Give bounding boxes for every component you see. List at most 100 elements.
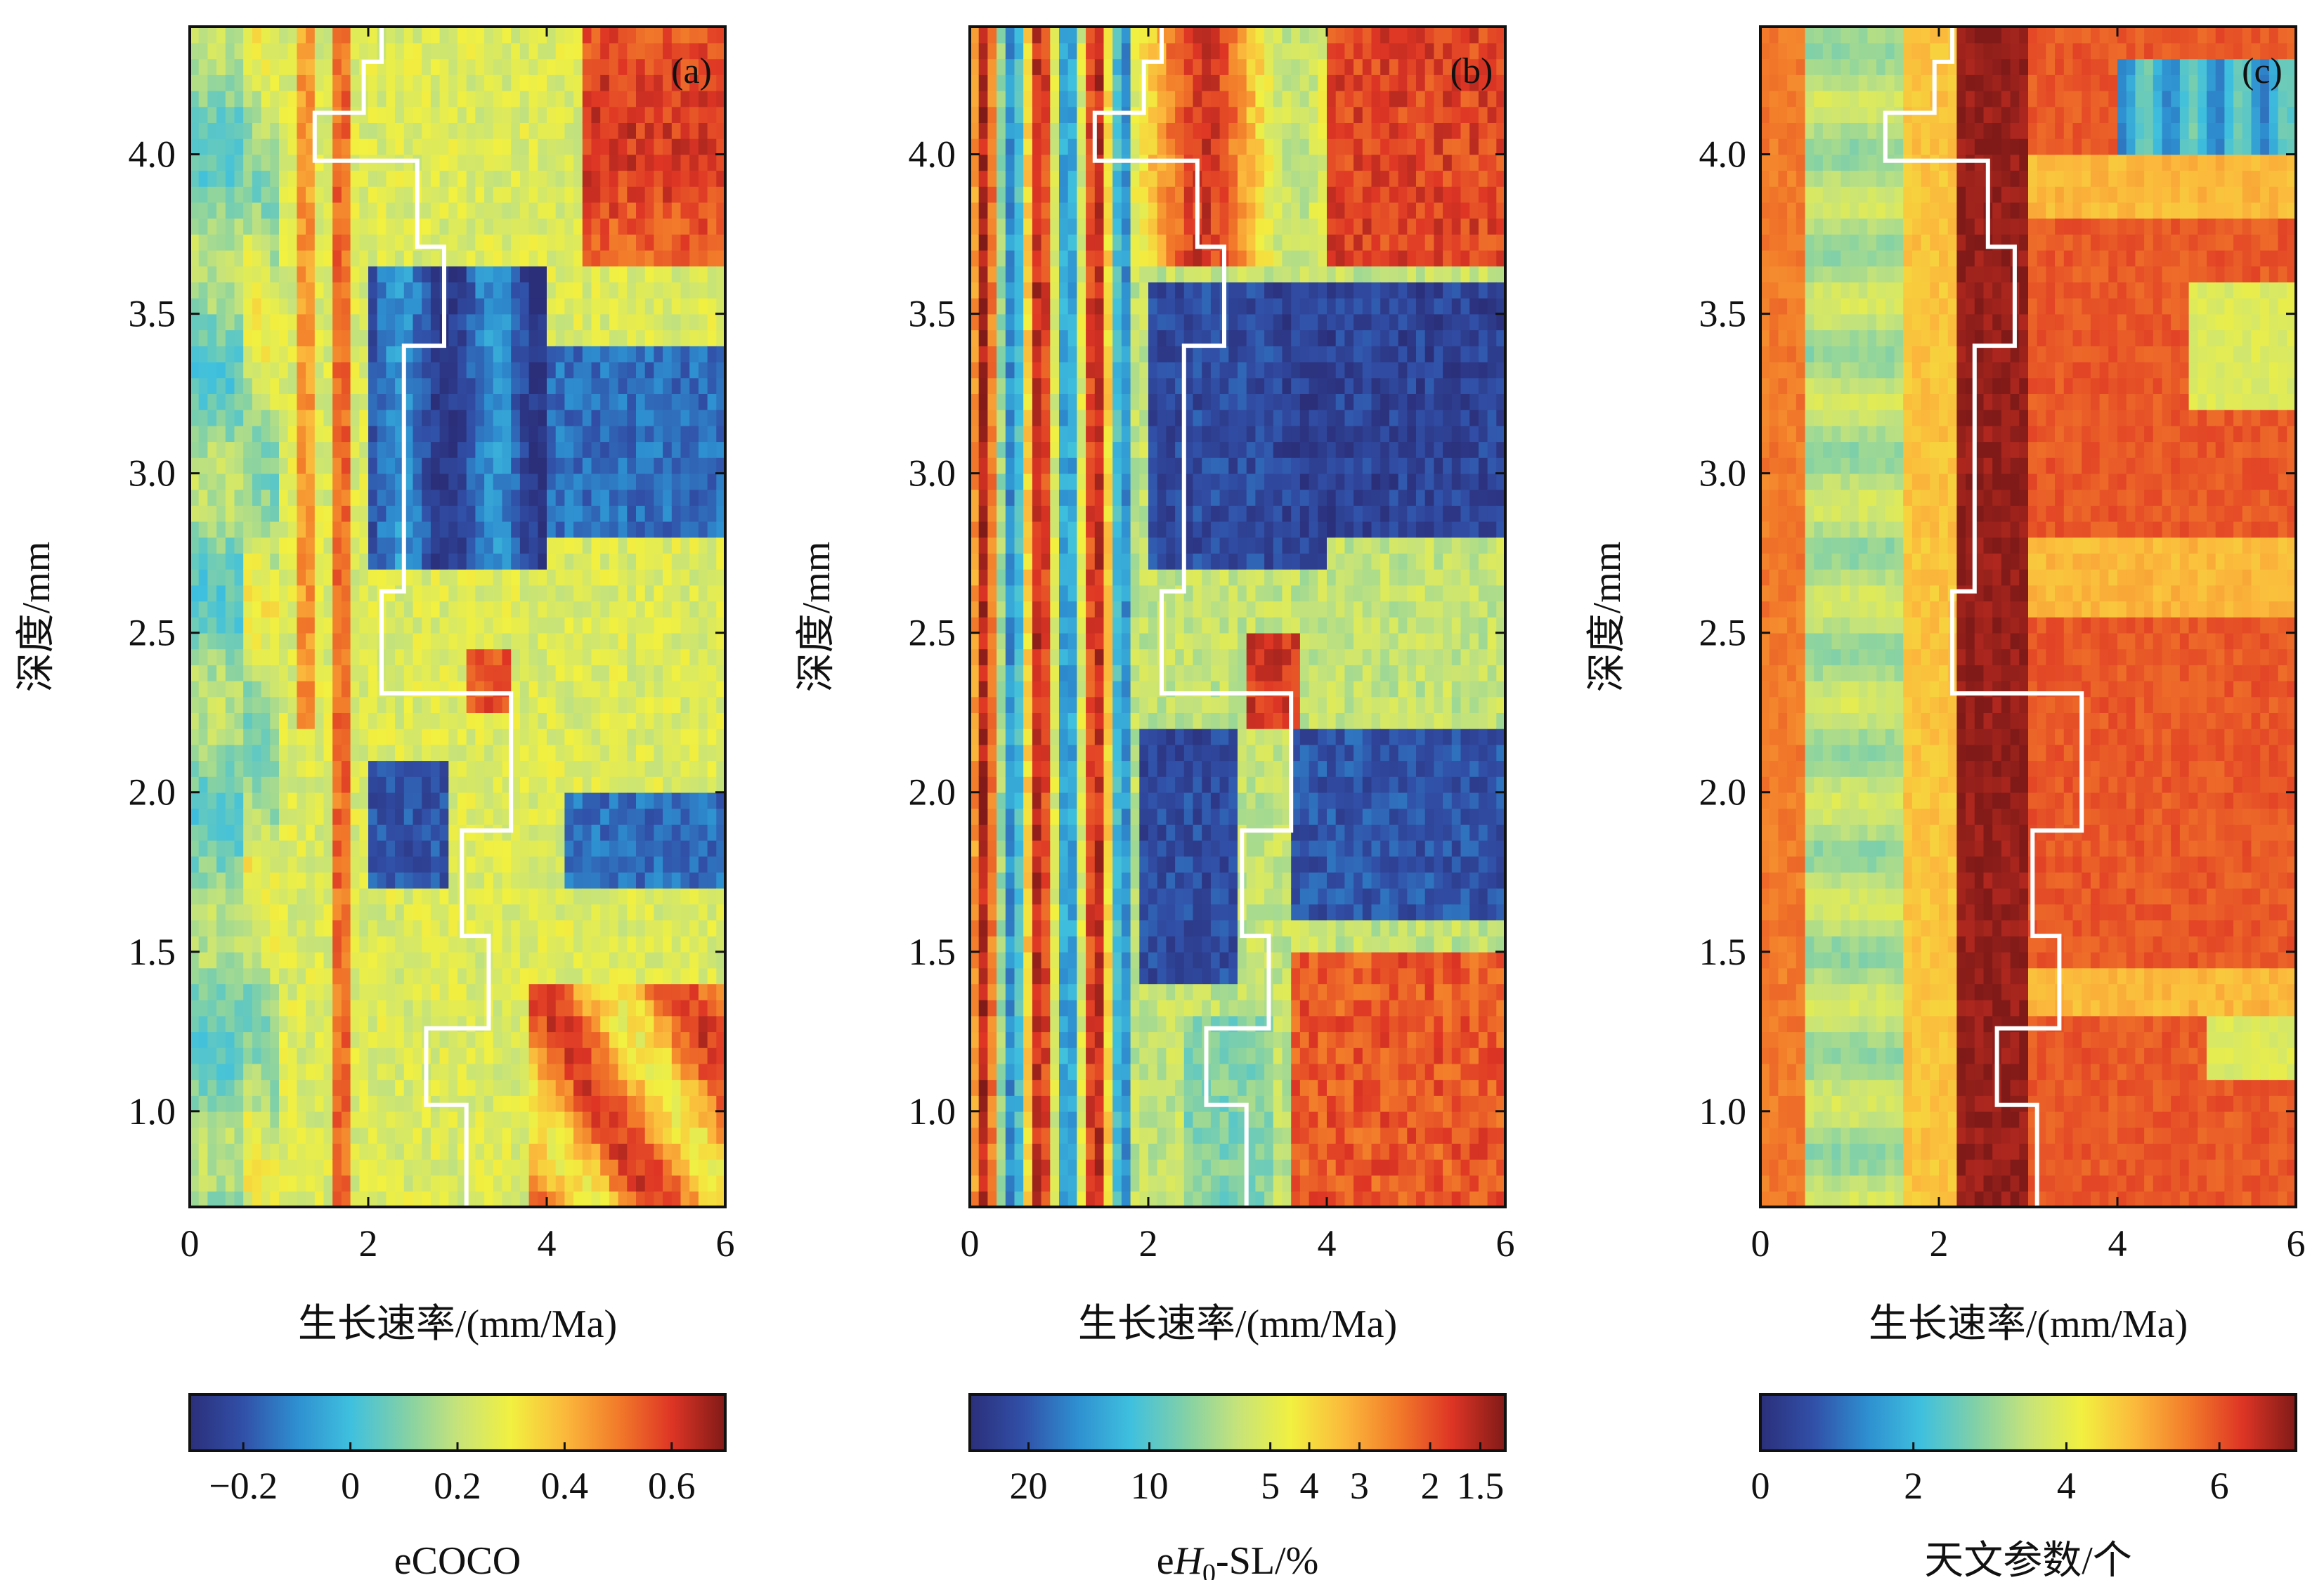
heatmap-cell	[663, 74, 673, 91]
heatmap-cell	[698, 154, 708, 171]
heatmap-cell	[493, 792, 503, 809]
heatmap-cell	[707, 856, 718, 873]
heatmap-cell	[359, 1031, 369, 1048]
heatmap-cell	[216, 601, 226, 618]
heatmap-cell	[270, 106, 280, 123]
heatmap-cell	[680, 617, 690, 634]
heatmap-cell	[547, 951, 557, 969]
heatmap-cell	[484, 1079, 494, 1096]
heatmap-cell	[341, 393, 351, 410]
heatmap-cell	[466, 457, 476, 474]
heatmap-cell	[609, 409, 619, 426]
heatmap-cell	[270, 1111, 280, 1128]
heatmap-cell	[243, 887, 253, 905]
heatmap-cell	[350, 1143, 361, 1160]
heatmap-cell	[279, 792, 289, 809]
heatmap-cell	[395, 27, 405, 44]
heatmap-cell	[413, 90, 422, 107]
heatmap-cell	[475, 521, 485, 538]
heatmap-cell	[573, 106, 583, 123]
heatmap-cell	[287, 457, 298, 474]
heatmap-cell	[306, 457, 316, 474]
heatmap-cell	[475, 138, 485, 155]
heatmap-cell	[306, 313, 316, 331]
heatmap-cell	[519, 1031, 530, 1048]
heatmap-cell	[475, 393, 485, 410]
heatmap-cell	[270, 489, 280, 506]
heatmap-cell	[707, 585, 718, 602]
heatmap-cell	[225, 760, 235, 777]
heatmap-cell	[591, 632, 601, 650]
heatmap-cell	[609, 266, 619, 282]
heatmap-cell	[547, 537, 557, 554]
heatmap-cell	[591, 505, 601, 522]
heatmap-cell	[243, 361, 253, 379]
heatmap-cell	[654, 903, 663, 921]
heatmap-cell	[528, 457, 539, 474]
heatmap-cell	[359, 1015, 369, 1033]
heatmap-cell	[287, 872, 298, 889]
heatmap-cell	[234, 840, 244, 857]
heatmap-cell	[297, 601, 306, 618]
heatmap-cell	[1023, 760, 1033, 777]
heatmap-cell	[671, 537, 682, 554]
heatmap-cell	[1023, 984, 1033, 1000]
heatmap-cell	[600, 1175, 610, 1192]
heatmap-cell	[368, 632, 378, 650]
heatmap-cell	[528, 90, 539, 107]
heatmap-cell	[1014, 887, 1024, 905]
heatmap-cell	[1005, 1111, 1015, 1128]
heatmap-cell	[332, 553, 342, 570]
heatmap-cell	[511, 903, 521, 921]
heatmap-cell	[359, 266, 369, 282]
heatmap-cell	[573, 537, 583, 554]
heatmap-cell	[314, 313, 325, 331]
heatmap-cell	[654, 266, 663, 282]
heatmap-cell	[502, 1111, 512, 1128]
heatmap-cell	[287, 617, 298, 634]
heatmap-cell	[422, 1143, 431, 1160]
heatmap-cell	[395, 1047, 405, 1064]
heatmap-cell	[680, 74, 690, 91]
heatmap-cell	[519, 361, 530, 379]
heatmap-cell	[519, 425, 530, 443]
heatmap-cell	[430, 920, 441, 936]
heatmap-cell	[261, 887, 271, 905]
heatmap-cell	[519, 521, 530, 538]
heatmap-cell	[368, 840, 378, 857]
heatmap-cell	[314, 665, 325, 681]
heatmap-cell	[306, 266, 316, 282]
heatmap-cell	[538, 409, 547, 426]
heatmap-cell	[297, 266, 306, 282]
heatmap-cell	[1005, 936, 1015, 953]
heatmap-cell	[359, 441, 369, 458]
heatmap-cell	[698, 951, 708, 969]
heatmap-cell	[528, 887, 539, 905]
heatmap-cell	[216, 824, 226, 841]
heatmap-cell	[261, 409, 271, 426]
heatmap-cell	[403, 122, 414, 139]
heatmap-cell	[538, 744, 547, 762]
heatmap-cell	[591, 1175, 601, 1192]
heatmap-cell	[350, 824, 361, 841]
heatmap-cell	[350, 297, 361, 315]
heatmap-cell	[270, 632, 280, 650]
heatmap-cell	[270, 728, 280, 745]
heatmap-cell	[573, 776, 583, 793]
heatmap-cell	[359, 920, 369, 936]
heatmap-cell	[671, 393, 682, 410]
heatmap-cell	[671, 840, 682, 857]
heatmap-cell	[493, 1111, 503, 1128]
heatmap-cell	[680, 234, 690, 251]
heatmap-cell	[306, 856, 316, 873]
heatmap-cell	[582, 967, 592, 984]
heatmap-cell	[582, 728, 592, 745]
heatmap-cell	[422, 712, 431, 729]
heatmap-cell	[1014, 632, 1024, 650]
heatmap-cell	[493, 377, 503, 394]
heatmap-cell	[261, 1127, 271, 1144]
heatmap-cell	[350, 808, 361, 825]
heatmap-cell	[439, 887, 450, 905]
heatmap-cell	[403, 521, 414, 538]
heatmap-cell	[207, 553, 217, 570]
